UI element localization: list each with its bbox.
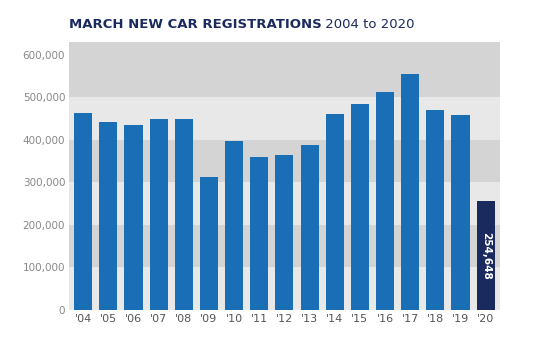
Text: MARCH NEW CAR REGISTRATIONS: MARCH NEW CAR REGISTRATIONS	[69, 18, 322, 31]
Text: 254,648: 254,648	[481, 232, 491, 279]
Bar	[275, 155, 294, 310]
Bar	[124, 125, 143, 310]
Bar	[69, 267, 500, 310]
Bar	[250, 157, 268, 310]
Bar	[351, 104, 369, 310]
Bar	[69, 97, 500, 140]
Bar	[426, 110, 445, 310]
Bar	[69, 42, 500, 97]
Bar	[401, 74, 419, 310]
Bar	[376, 92, 394, 310]
Bar	[99, 122, 118, 310]
Bar	[326, 114, 344, 310]
Bar	[74, 113, 92, 310]
Bar	[451, 115, 470, 310]
Bar	[69, 225, 500, 267]
Bar	[225, 141, 243, 310]
Bar	[200, 177, 218, 310]
Text: 2004 to 2020: 2004 to 2020	[321, 18, 415, 31]
Bar	[175, 119, 193, 310]
Bar	[150, 119, 168, 310]
Bar	[69, 140, 500, 182]
Bar	[301, 145, 319, 310]
Bar	[477, 201, 495, 310]
Bar	[69, 182, 500, 225]
